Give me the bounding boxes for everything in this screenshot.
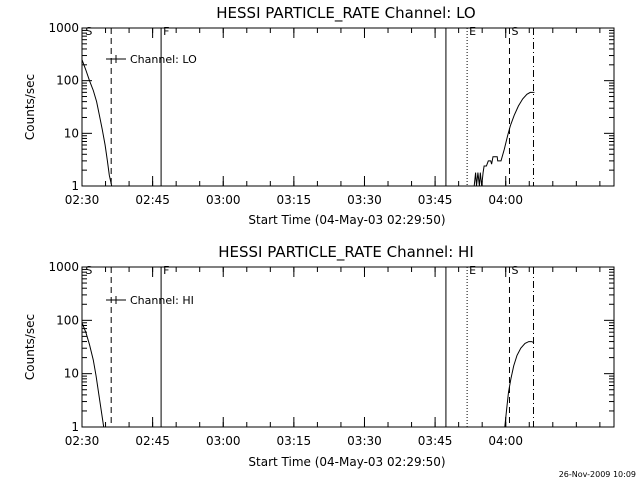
event-marker-label: F [163, 264, 169, 277]
y-tick-label: 1000 [48, 21, 79, 35]
y-tick-label: 100 [56, 74, 79, 88]
x-tick-label: 03:30 [347, 434, 382, 448]
legend: Channel: LO [106, 53, 197, 66]
event-marker-label: S [85, 25, 92, 38]
y-axis: 1 10 100 1000 [48, 21, 614, 193]
x-tick-label: 04:00 [488, 193, 523, 207]
event-marker-label: E [469, 264, 476, 277]
x-tick-label: 03:30 [347, 193, 382, 207]
y-axis-label: Counts/sec [23, 74, 37, 140]
panel-title: HESSI PARTICLE_RATE Channel: HI [218, 243, 474, 262]
x-tick-label: 03:00 [206, 193, 241, 207]
event-marker-label: S [511, 25, 518, 38]
x-axis-label: Start Time (04-May-03 02:29:50) [248, 213, 445, 227]
x-tick-label: 03:15 [277, 434, 312, 448]
y-tick-label: 10 [64, 367, 79, 381]
panel-lo: HESSI PARTICLE_RATE Channel: LO 1 10 100 10… [23, 4, 615, 227]
x-tick-label: 03:15 [277, 193, 312, 207]
x-axis: 02:30 02:45 03:00 03:15 03:30 03:45 04:00 [65, 28, 601, 207]
y-tick-label: 1 [71, 179, 79, 193]
x-axis: 02:30 02:45 03:00 03:15 03:30 03:45 04:00 [65, 267, 601, 448]
y-tick-label: 100 [56, 313, 79, 327]
x-axis-label: Start Time (04-May-03 02:29:50) [248, 455, 445, 469]
y-tick-label: 1000 [48, 260, 79, 274]
data-series [81, 59, 535, 187]
series-line [81, 322, 105, 428]
event-marker-label: E [469, 25, 476, 38]
x-tick-label: 03:45 [418, 434, 453, 448]
panel-hi: HESSI PARTICLE_RATE Channel: HI 1 10 100 10… [23, 243, 615, 469]
x-tick-label: 02:30 [65, 434, 100, 448]
x-tick-label: 02:45 [135, 434, 170, 448]
x-tick-label: 03:45 [418, 193, 453, 207]
y-axis-label: Counts/sec [23, 314, 37, 380]
series-line [504, 341, 535, 428]
series-line [81, 59, 113, 187]
event-marker-label: F [163, 25, 169, 38]
legend-label: Channel: LO [130, 53, 197, 66]
plot-frame [81, 266, 615, 428]
event-marker-label: S [85, 264, 92, 277]
series-line [473, 91, 535, 187]
y-tick-label: 10 [64, 126, 79, 140]
footer-timestamp: 26-Nov-2009 10:09 [559, 470, 636, 479]
y-tick-label: 1 [71, 420, 79, 434]
event-marker-label: S [511, 264, 518, 277]
x-tick-label: 03:00 [206, 434, 241, 448]
plot-frame [81, 27, 615, 187]
x-tick-label: 02:45 [135, 193, 170, 207]
x-tick-label: 02:30 [65, 193, 100, 207]
x-tick-label: 04:00 [488, 434, 523, 448]
y-axis: 1 10 100 1000 [48, 260, 614, 434]
data-series [81, 322, 535, 428]
legend: Channel: HI [106, 294, 194, 307]
panel-title: HESSI PARTICLE_RATE Channel: LO [216, 4, 475, 23]
legend-label: Channel: HI [130, 294, 194, 307]
